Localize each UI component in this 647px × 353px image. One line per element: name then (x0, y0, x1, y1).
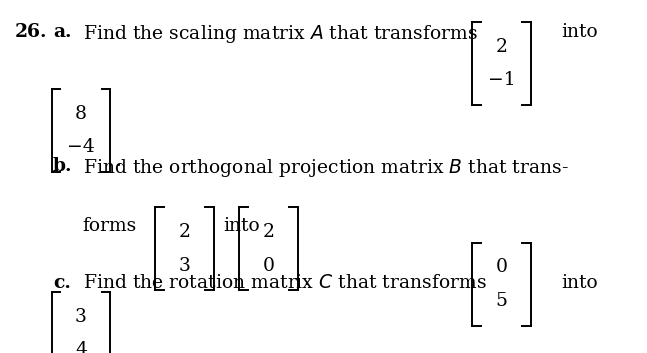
Text: into: into (562, 23, 598, 41)
Text: c.: c. (53, 274, 71, 292)
Text: 2: 2 (496, 38, 507, 56)
Text: into: into (223, 217, 260, 235)
Text: 2: 2 (179, 223, 190, 241)
Text: 4: 4 (75, 341, 87, 353)
Text: .: . (115, 152, 121, 170)
Text: 3: 3 (179, 257, 190, 275)
Text: 0: 0 (496, 258, 507, 276)
Text: a.: a. (53, 23, 72, 41)
Text: 8: 8 (75, 105, 87, 123)
Text: 3: 3 (75, 308, 87, 326)
Text: 5: 5 (496, 292, 507, 310)
Text: .: . (303, 271, 309, 289)
Text: into: into (562, 274, 598, 292)
Text: Find the orthogonal projection matrix $B$ that trans-: Find the orthogonal projection matrix $B… (83, 157, 569, 179)
Text: −4: −4 (67, 138, 94, 156)
Text: 26.: 26. (14, 23, 47, 41)
Text: 2: 2 (263, 223, 274, 241)
Text: 0: 0 (263, 257, 274, 275)
Text: b.: b. (53, 157, 72, 175)
Text: Find the scaling matrix $A$ that transforms: Find the scaling matrix $A$ that transfo… (83, 23, 478, 45)
Text: forms: forms (83, 217, 137, 235)
Text: Find the rotation matrix $C$ that transforms: Find the rotation matrix $C$ that transf… (83, 274, 487, 292)
Text: −1: −1 (488, 71, 515, 89)
